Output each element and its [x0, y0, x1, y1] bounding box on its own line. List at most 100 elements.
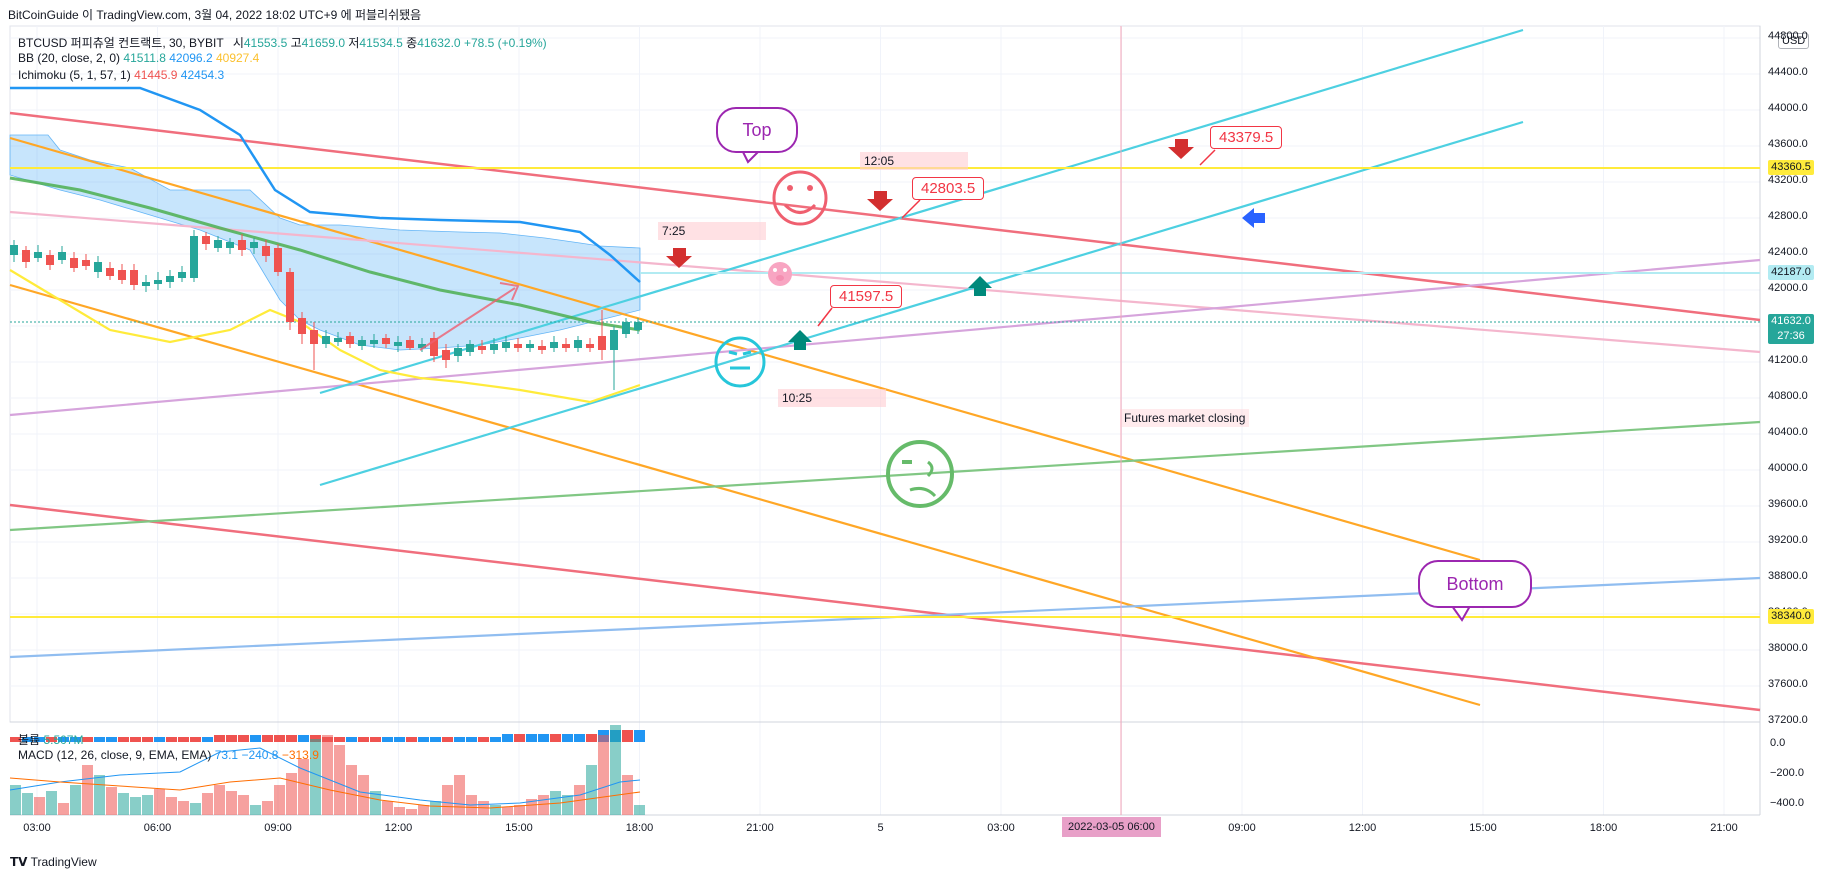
- macd-histogram-bar: [262, 801, 273, 815]
- volume-bar: [274, 735, 285, 742]
- volume-bar: [22, 737, 33, 742]
- candle-body: [442, 350, 450, 360]
- time-axis-label: 09:00: [1228, 822, 1256, 834]
- candle-body: [466, 344, 474, 352]
- candle-body: [82, 260, 90, 266]
- candle-body: [190, 236, 198, 278]
- volume-bar: [238, 735, 249, 742]
- price-axis-label: 38800.0: [1768, 570, 1808, 582]
- macd-histogram-bar: [622, 775, 633, 815]
- volume-bar: [622, 730, 633, 742]
- candle-body: [502, 342, 510, 348]
- symbol-name[interactable]: BTCUSD 퍼피츄얼 컨트랙트, 30, BYBIT: [18, 36, 224, 50]
- macd-histogram-bar: [286, 773, 297, 815]
- price-axis-label: 39200.0: [1768, 534, 1808, 546]
- volume-bar: [502, 734, 513, 742]
- candle-body: [154, 280, 162, 284]
- footer-brand[interactable]: 𝗧𝗩 TradingView: [10, 855, 97, 869]
- price-axis-label: 43200.0: [1768, 174, 1808, 186]
- candle-body: [310, 330, 318, 344]
- price-axis-label: 43600.0: [1768, 138, 1808, 150]
- price-tag-last-price: 41632.0 27:36: [1768, 314, 1814, 344]
- candle-body: [46, 255, 54, 265]
- callout-c-pointer: [817, 307, 833, 327]
- bb-label[interactable]: BB (20, close, 2, 0): [18, 51, 121, 65]
- volume-bar: [142, 737, 153, 742]
- macd-label[interactable]: MACD (12, 26, close, 9, EMA, EMA): [18, 748, 212, 762]
- candle-body: [598, 336, 606, 350]
- open-label: 시: [232, 36, 244, 50]
- symbol-legend[interactable]: BTCUSD 퍼피츄얼 컨트랙트, 30, BYBIT 시41553.5 고41…: [18, 34, 547, 51]
- macd-histogram-bar: [586, 765, 597, 815]
- price-axis-label: 39600.0: [1768, 498, 1808, 510]
- candle-body: [454, 348, 462, 356]
- macd-histogram-bar: [394, 807, 405, 815]
- macd-line-blue: [9, 747, 641, 806]
- macd-histogram-bar: [94, 775, 105, 815]
- price-callout-42803[interactable]: 42803.5: [912, 177, 985, 200]
- candlesticks: [10, 230, 642, 390]
- footer-label: TradingView: [30, 855, 97, 869]
- volume-bar: [538, 734, 549, 742]
- macd-histogram-bar: [58, 803, 69, 815]
- volume-bar: [286, 735, 297, 742]
- macd-legend[interactable]: MACD (12, 26, close, 9, EMA, EMA) 73.1 −…: [18, 748, 319, 762]
- candle-body: [10, 245, 18, 255]
- macd-histogram-bar: [490, 805, 501, 815]
- volume-bar: [262, 735, 273, 742]
- macd-histogram-bar: [610, 725, 621, 815]
- candle-body: [22, 250, 30, 262]
- smiley-icon: [772, 170, 828, 226]
- bottom-bubble[interactable]: Bottom: [1418, 560, 1532, 608]
- macd-histogram-bar: [382, 801, 393, 815]
- price-callout-41597[interactable]: 41597.5: [830, 285, 903, 308]
- volume-bar: [454, 737, 465, 742]
- macd-histogram-bar: [502, 807, 513, 815]
- price-tag-upper-yellow: 43360.5: [1768, 160, 1814, 175]
- volume-bar: [478, 737, 489, 742]
- macd-axis-label: −200.0: [1770, 767, 1804, 779]
- candle-body: [250, 242, 258, 248]
- candle-body: [238, 240, 246, 250]
- time-label-1205[interactable]: 12:05: [860, 152, 968, 170]
- time-axis-label: 06:00: [143, 822, 172, 834]
- futures-closing-note[interactable]: Futures market closing: [1120, 409, 1250, 427]
- ichimoku-legend[interactable]: Ichimoku (5, 1, 57, 1) 41445.9 42454.3: [18, 68, 224, 82]
- volume-label[interactable]: 볼륨: [18, 733, 41, 747]
- currency-button[interactable]: USD: [1778, 33, 1810, 49]
- candle-body: [430, 338, 438, 356]
- bb-legend[interactable]: BB (20, close, 2, 0) 41511.8 42096.2 409…: [18, 51, 259, 65]
- candle-body: [622, 322, 630, 334]
- candle-body: [94, 262, 102, 272]
- volume-bar: [118, 737, 129, 742]
- publish-header: BitCoinGuide 이 TradingView.com, 3월 04, 2…: [8, 8, 422, 22]
- top-bubble[interactable]: Top: [716, 107, 798, 153]
- left-arrow-marker: [1242, 208, 1265, 228]
- open-value: 41553.5: [243, 36, 288, 50]
- volume-legend[interactable]: 볼륨 5.507M: [18, 731, 83, 748]
- volume-bar: [250, 735, 261, 742]
- candle-body: [118, 270, 126, 280]
- candle-body: [418, 344, 426, 348]
- high-value: 41659.0: [301, 36, 346, 50]
- confused-face-icon: [886, 440, 954, 508]
- price-axis-label: 40400.0: [1768, 426, 1808, 438]
- macd-histogram-bar: [166, 797, 177, 815]
- purple-ascending-line: [9, 258, 1761, 417]
- time-label-725[interactable]: 7:25: [658, 222, 766, 240]
- macd-histogram-bar: [538, 795, 549, 815]
- time-label-1025[interactable]: 10:25: [778, 389, 886, 407]
- price-axis-label: 41200.0: [1768, 354, 1808, 366]
- time-axis-label: 5: [877, 822, 884, 834]
- volume-bar: [466, 737, 477, 742]
- price-callout-43379[interactable]: 43379.5: [1210, 126, 1283, 149]
- candle-body: [346, 336, 354, 344]
- volume-bar: [562, 734, 573, 742]
- macd-histogram-bar: [106, 787, 117, 815]
- candle-body: [214, 240, 222, 248]
- time-axis-date-pill: 2022-03-05 06:00: [1062, 817, 1161, 837]
- macd-histogram: [10, 725, 645, 815]
- candle-body: [478, 346, 486, 350]
- ichimoku-label[interactable]: Ichimoku (5, 1, 57, 1): [18, 68, 131, 82]
